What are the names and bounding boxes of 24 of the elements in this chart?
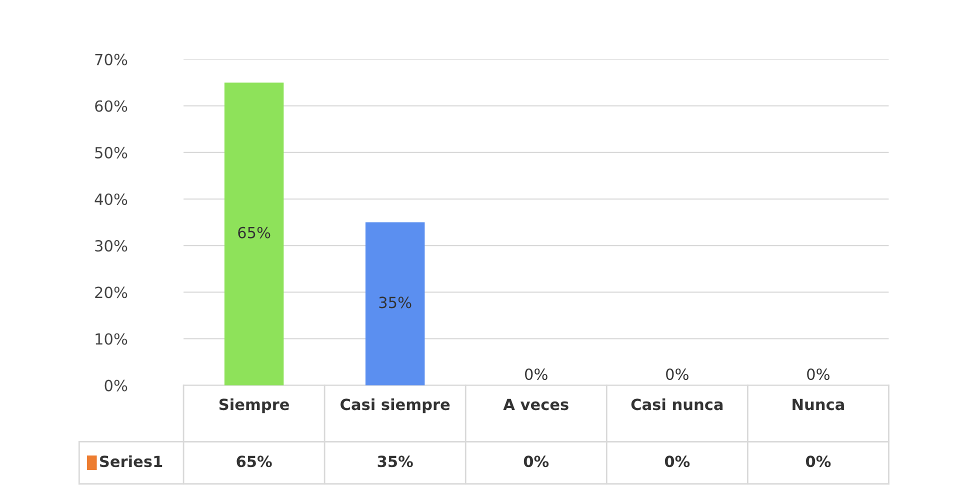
x-tick-label: Casi siempre <box>340 398 450 414</box>
data-label: 35% <box>378 456 413 468</box>
x-tick-label: Casi nunca <box>631 398 723 410</box>
y-tick-label: 50% <box>95 146 128 158</box>
data-label: 0% <box>524 456 549 468</box>
text: 35% <box>379 296 412 308</box>
x-tick-label: Siempre <box>219 398 289 414</box>
y-tick-label: 20% <box>95 286 128 298</box>
data-label: 0% <box>664 456 690 468</box>
y-tick-label: 60% <box>95 100 128 112</box>
text: 0% <box>666 368 688 380</box>
text: 0% <box>807 368 830 380</box>
x-tick-label: Nunca <box>792 398 844 410</box>
y-tick-label: 40% <box>94 193 128 206</box>
y-tick-label: 70% <box>95 54 128 66</box>
y-tick-label: 0% <box>104 380 128 392</box>
y-tick-label: 30% <box>95 240 128 252</box>
data-label: 0% <box>806 456 831 468</box>
text: 0% <box>525 368 548 380</box>
data-label: 65% <box>236 456 272 468</box>
text: 65% <box>238 226 270 238</box>
y-tick-label: 10% <box>96 333 128 345</box>
text: Series1 <box>100 455 162 468</box>
x-tick-label: A veces <box>503 398 568 410</box>
